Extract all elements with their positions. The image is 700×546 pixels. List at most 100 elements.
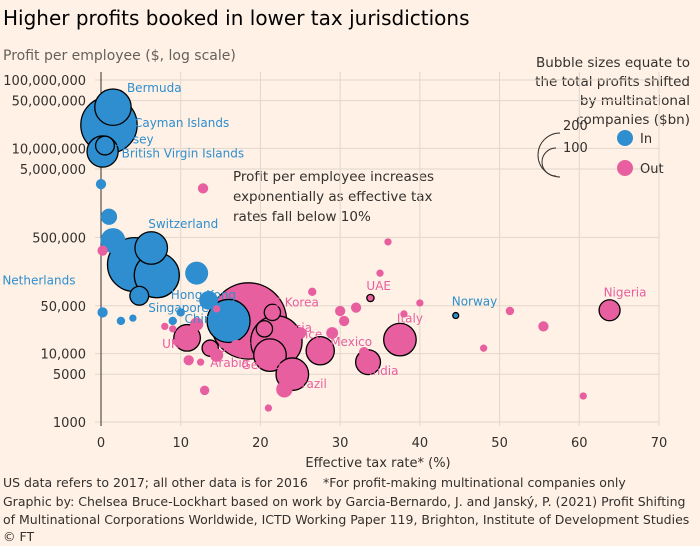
bubble	[176, 308, 185, 317]
y-tick-label: 10,000	[41, 348, 87, 363]
footer-note-data-year: US data refers to 2017; all other data i…	[3, 475, 308, 490]
bubble	[505, 306, 515, 316]
x-tick-label: 20	[252, 436, 269, 451]
bubble-germany	[253, 338, 287, 373]
bubble	[190, 317, 204, 331]
bubble-label: Hong Kong	[171, 288, 236, 302]
bubble	[230, 339, 243, 352]
bubble	[129, 314, 137, 322]
bubbles	[80, 88, 621, 412]
bubble-label: Bermuda	[127, 81, 182, 95]
size-legend-arc-large	[537, 132, 561, 178]
bubble	[197, 358, 205, 366]
size-legend: 200 100 In Out	[537, 119, 664, 178]
bubble	[97, 245, 108, 256]
bubble	[334, 305, 346, 317]
bubble-nigeria	[598, 299, 621, 322]
bubble-label: Switzerland	[148, 217, 218, 231]
legend-out-swatch	[617, 160, 633, 176]
bubble	[161, 322, 169, 331]
bubble	[479, 344, 488, 352]
bubble-label: Italy	[397, 312, 423, 326]
bubble-label: Cayman Islands	[134, 116, 229, 130]
size-legend-value: 100	[563, 141, 588, 156]
y-tick-label: 100,000,000	[3, 74, 86, 89]
bubble-label: US	[237, 286, 253, 300]
bubble-label: Saudi	[218, 341, 252, 355]
bubble	[100, 208, 118, 225]
bubble	[579, 392, 587, 400]
chart-title: Higher profits booked in lower tax juris…	[3, 6, 470, 30]
bubble-russia	[255, 320, 274, 338]
bubble-label: India	[369, 364, 398, 378]
bubble	[384, 238, 392, 246]
bubble-label: Jersey	[116, 133, 154, 147]
footer-copyright: © FT	[3, 529, 35, 544]
y-tick-label: 1000	[53, 416, 86, 431]
bubble-label: UAE	[366, 279, 391, 293]
bubble	[169, 325, 177, 333]
bubble	[116, 316, 126, 326]
y-tick-label: 50,000,000	[12, 95, 86, 110]
bubble	[183, 355, 194, 366]
bubble-singapore	[129, 285, 150, 306]
footer-line1: US data refers to 2017; all other data i…	[3, 475, 308, 490]
bubble	[212, 305, 221, 313]
bubble	[400, 310, 408, 318]
annotation-note: Profit per employee increases exponentia…	[233, 169, 435, 225]
bubble	[209, 348, 224, 362]
x-axis-ticks: 0 10 20 30 40 50 60 70	[97, 436, 667, 451]
x-tick-label: 70	[651, 436, 668, 451]
footer-line1b: *For profit-making multinational compani…	[323, 475, 626, 490]
bubble-switzerland	[134, 231, 169, 265]
bubble	[294, 327, 307, 339]
bubble	[416, 299, 424, 307]
y-tick-label: 10,000,000	[12, 142, 86, 157]
bubble-label: Netherlands	[2, 274, 75, 288]
size-legend-value: 200	[563, 119, 588, 134]
bubble	[173, 337, 181, 346]
footer-note-asterisk: *For profit-making multinational compani…	[323, 475, 626, 490]
bubble	[338, 315, 350, 327]
bubble	[199, 290, 219, 310]
bubble-s-korea	[263, 303, 282, 322]
bubble-label: Norway	[452, 295, 498, 309]
x-axis-label: Effective tax rate* (%)	[305, 456, 450, 471]
bubble-jersey	[94, 135, 116, 156]
bubble-uk	[173, 323, 202, 352]
bubble-label: Arabia	[210, 356, 249, 370]
bubble-uae	[366, 293, 375, 303]
bubble	[197, 183, 209, 194]
bubble-label: Mexico	[330, 335, 372, 349]
legend-in-label: In	[640, 132, 652, 147]
bubble-label: Brazil	[293, 377, 327, 391]
bubble	[326, 327, 339, 339]
bubble-label: S Korea	[273, 295, 318, 309]
bubble-norway	[452, 311, 460, 320]
bubble	[185, 261, 209, 285]
bubble-label: France	[282, 328, 322, 342]
y-tick-label: 5000	[53, 368, 86, 383]
bubble-label: China	[185, 312, 219, 326]
x-tick-label: 30	[332, 436, 349, 451]
x-tick-label: 60	[571, 436, 588, 451]
bubble	[95, 179, 107, 190]
bubble	[168, 316, 177, 326]
legend-in-swatch	[617, 130, 633, 146]
bubble-italy	[383, 322, 417, 357]
bubble-label: UK	[162, 337, 180, 351]
x-tick-label: 40	[412, 436, 429, 451]
bubble	[100, 228, 126, 253]
bubble	[538, 321, 549, 332]
bubble-label: Nigeria	[604, 285, 647, 299]
bubble-mexico	[305, 336, 335, 366]
bubble-bermuda	[94, 88, 132, 127]
bubble-label: British Virgin Islands	[122, 147, 245, 161]
y-axis-ticks: 100,000,000 50,000,000 10,000,000 5,000,000…	[3, 74, 86, 431]
bubble-label: Singapore	[148, 301, 209, 315]
bubble	[376, 269, 384, 277]
y-tick-label: 5,000,000	[20, 163, 86, 178]
x-tick-label: 50	[491, 436, 508, 451]
